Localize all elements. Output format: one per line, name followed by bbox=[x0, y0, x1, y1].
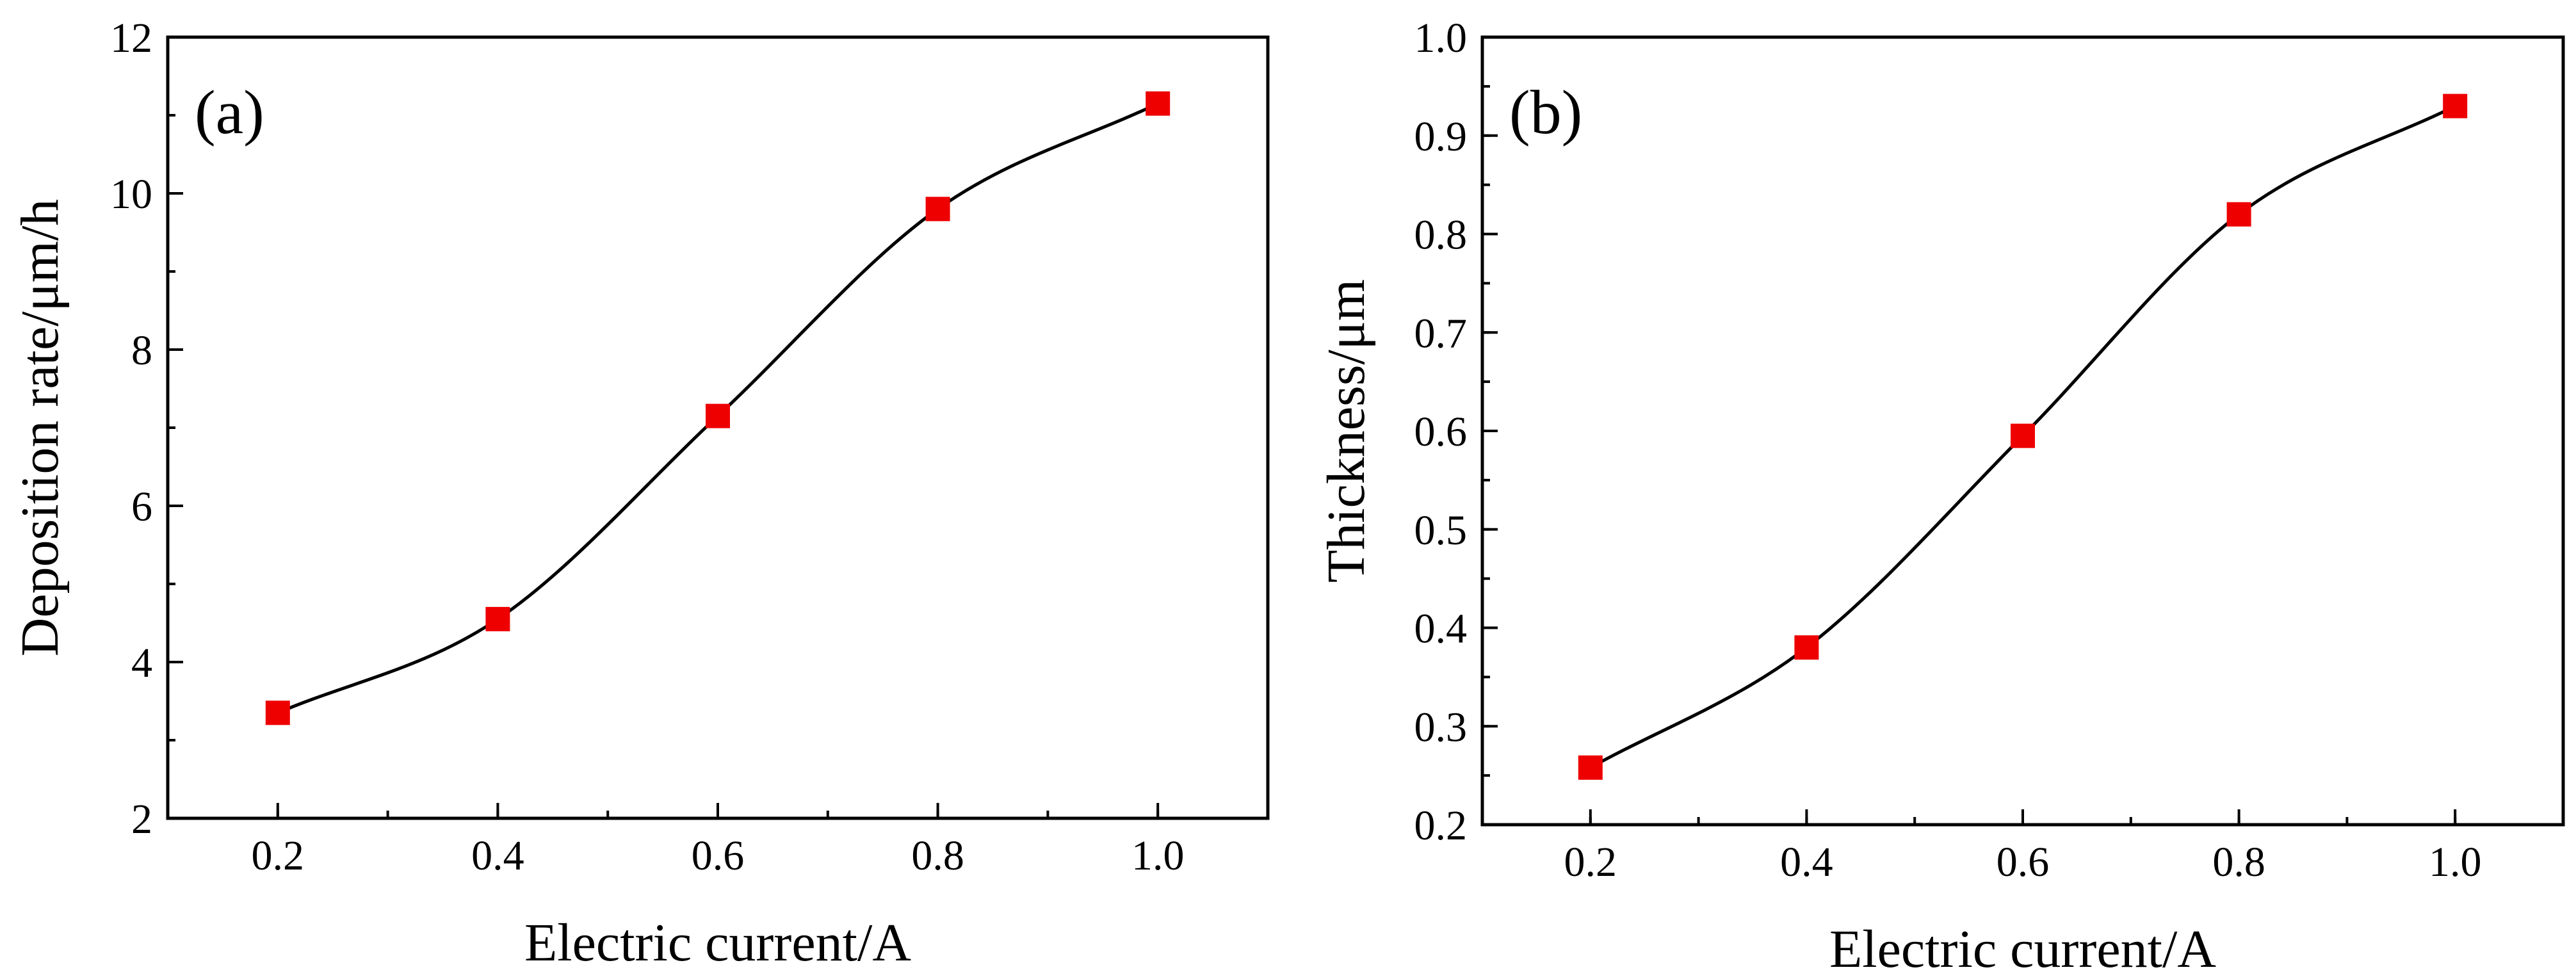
panel-label: (a) bbox=[195, 78, 264, 147]
y-tick-label: 12 bbox=[110, 15, 152, 61]
data-point-marker bbox=[2011, 423, 2035, 448]
y-tick-label: 0.6 bbox=[1414, 409, 1468, 455]
x-tick-label: 0.4 bbox=[1780, 839, 1833, 886]
data-point-marker bbox=[706, 403, 730, 428]
y-tick-label: 0.8 bbox=[1414, 212, 1468, 259]
x-tick-label: 0.6 bbox=[692, 832, 745, 879]
data-point-marker bbox=[925, 197, 950, 222]
y-tick-label: 0.4 bbox=[1414, 606, 1468, 652]
data-point-marker bbox=[265, 700, 290, 725]
panel-label: (b) bbox=[1509, 78, 1582, 147]
y-axis-title: Thickness/μm bbox=[1316, 279, 1376, 583]
chart-panel-a: 0.2 0.4 0.6 0.8 1.0 2 4 6 8 10 12 Electric current/… bbox=[10, 15, 1270, 973]
y-tick-label: 6 bbox=[131, 483, 152, 530]
y-tick-label: 10 bbox=[110, 171, 152, 218]
y-axis-title: Deposition rate/μm/h bbox=[10, 199, 70, 657]
y-tick-label: 0.3 bbox=[1414, 704, 1468, 750]
data-point-marker bbox=[1578, 755, 1603, 780]
x-axis-title: Electric current/A bbox=[524, 913, 911, 973]
y-tick-label: 4 bbox=[131, 640, 152, 686]
y-tick-label: 0.5 bbox=[1414, 507, 1468, 554]
y-tick-label: 0.7 bbox=[1414, 310, 1468, 357]
data-point-marker bbox=[485, 606, 510, 631]
chart-panel-b: 0.2 0.4 0.6 0.8 1.0 0.2 0.3 0.4 0.5 0.6 0.7 0.8 0.9 1… bbox=[1316, 15, 2565, 979]
y-tick-label: 8 bbox=[131, 327, 152, 374]
data-point-marker bbox=[1146, 91, 1171, 116]
x-tick-label: 1.0 bbox=[1131, 832, 1185, 879]
x-axis-title: Electric current/A bbox=[1829, 919, 2216, 979]
y-tick-label: 0.2 bbox=[1414, 802, 1468, 849]
x-tick-label: 0.2 bbox=[1564, 839, 1617, 886]
data-point-marker bbox=[1794, 635, 1819, 660]
y-tick-label: 2 bbox=[131, 796, 152, 843]
y-tick-label: 0.9 bbox=[1414, 113, 1468, 160]
y-tick-label: 1.0 bbox=[1414, 15, 1468, 61]
x-tick-label: 0.8 bbox=[911, 832, 964, 879]
data-point-marker bbox=[2226, 202, 2251, 227]
x-tick-label: 1.0 bbox=[2429, 839, 2482, 886]
x-tick-label: 0.2 bbox=[252, 832, 305, 879]
x-tick-label: 0.4 bbox=[471, 832, 524, 879]
x-tick-label: 0.6 bbox=[1997, 839, 2050, 886]
data-point-marker bbox=[2443, 93, 2468, 118]
x-tick-label: 0.8 bbox=[2212, 839, 2265, 886]
